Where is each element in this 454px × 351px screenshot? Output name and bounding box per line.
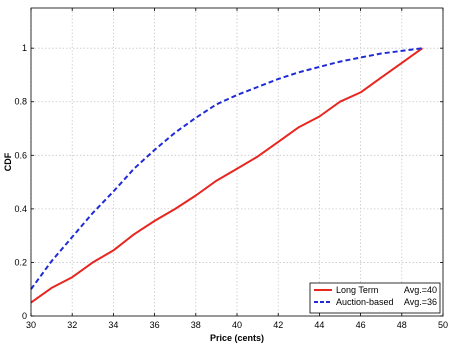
y-tick-label: 0.2 (14, 257, 27, 267)
legend-label-auction-based: Auction-based (336, 297, 394, 307)
x-tick-label: 48 (397, 320, 407, 330)
y-tick-label: 0.6 (14, 150, 27, 160)
x-tick-label: 42 (273, 320, 283, 330)
series-layer (30, 47, 423, 304)
y-tick-label: 0.4 (14, 204, 27, 214)
x-tick-label: 36 (150, 320, 160, 330)
x-tick-labels: 30 32 34 36 38 40 42 44 46 48 50 (26, 320, 448, 330)
x-tick-label: 40 (232, 320, 242, 330)
legend-label-long-term: Long Term (336, 285, 378, 295)
x-tick-label: 38 (191, 320, 201, 330)
series-line-long-term (30, 47, 423, 304)
x-tick-label: 30 (26, 320, 36, 330)
legend-avg-auction-based: Avg.=36 (404, 297, 437, 307)
x-axis-label: Price (cents) (210, 333, 264, 343)
x-tick-label: 44 (314, 320, 324, 330)
y-tick-label: 1 (22, 43, 27, 53)
legend-box (309, 282, 441, 314)
legend: Long Term Avg.=40 Auction-based Avg.=36 (309, 282, 441, 314)
y-axis-label: CDF (3, 152, 13, 171)
x-tick-label: 46 (356, 320, 366, 330)
x-tick-label: 50 (438, 320, 448, 330)
legend-avg-long-term: Avg.=40 (404, 285, 437, 295)
tick-marks (30, 8, 444, 317)
x-tick-label: 32 (67, 320, 77, 330)
x-tick-label: 34 (108, 320, 118, 330)
y-tick-label: 0.8 (14, 97, 27, 107)
y-tick-label: 0 (22, 311, 27, 321)
series-line-auction-based (30, 47, 423, 290)
y-tick-labels: 0 0.2 0.4 0.6 0.8 1 (14, 43, 27, 321)
